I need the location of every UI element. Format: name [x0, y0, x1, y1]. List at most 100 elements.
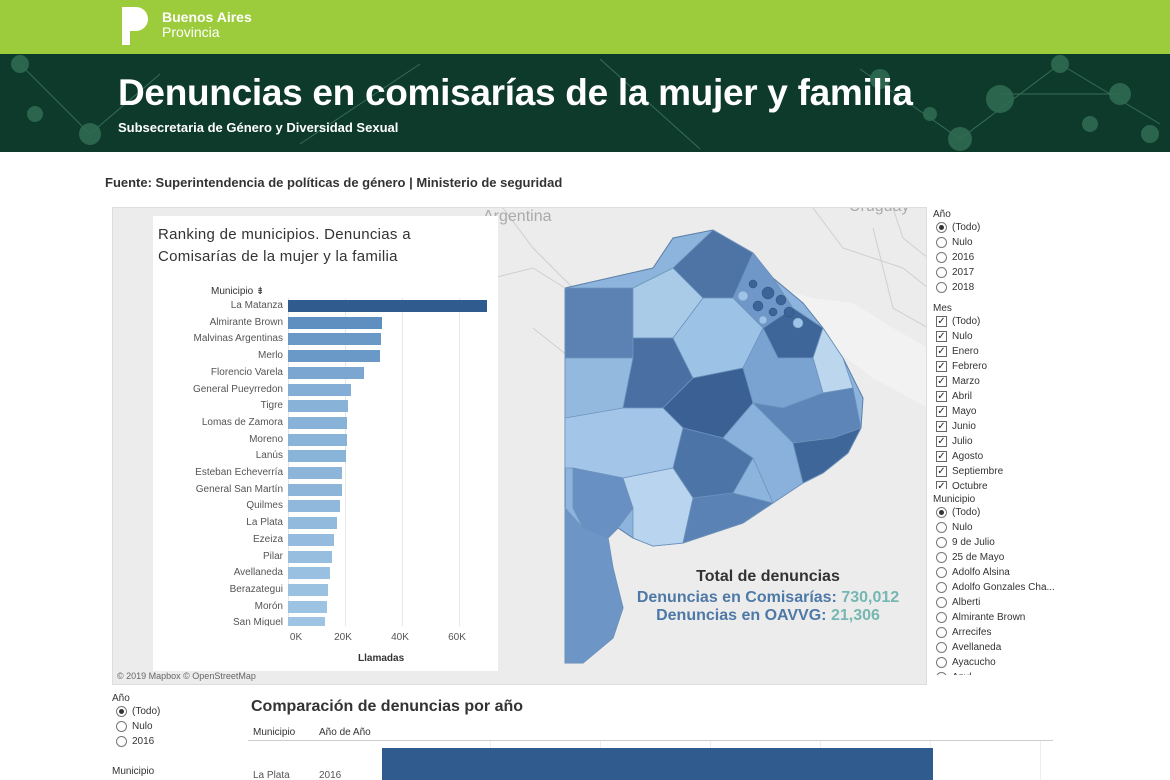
checkbox[interactable]: ✓	[936, 406, 947, 417]
background-map[interactable]	[113, 208, 927, 685]
ranking-bar[interactable]	[288, 533, 334, 546]
checkbox[interactable]: ✓	[936, 316, 947, 327]
mes-option[interactable]: ✓ Junio	[933, 419, 1063, 434]
ranking-bar[interactable]	[288, 333, 381, 346]
ranking-bar[interactable]	[288, 517, 338, 530]
ranking-row[interactable]: Esteban Echeverría	[153, 465, 498, 482]
ranking-bar[interactable]	[288, 400, 348, 413]
ranking-row[interactable]: Moreno	[153, 432, 498, 449]
mes-option[interactable]: ✓ Octubre	[933, 479, 1063, 489]
ranking-row[interactable]: Tigre	[153, 398, 498, 415]
checkbox[interactable]: ✓	[936, 391, 947, 402]
map-dashboard[interactable]: Argentina Uruguay © 2019 Mapbox © OpenSt…	[112, 207, 927, 685]
mes-option[interactable]: ✓ Mayo	[933, 404, 1063, 419]
checkbox[interactable]: ✓	[936, 421, 947, 432]
radio-button[interactable]	[936, 537, 947, 548]
ranking-bar[interactable]	[288, 467, 343, 479]
radio-button[interactable]	[116, 736, 127, 747]
ranking-row[interactable]: General Pueyrredon	[153, 382, 498, 399]
municipio-option[interactable]: Azul	[933, 670, 1063, 675]
radio-button[interactable]	[936, 267, 947, 278]
ranking-row[interactable]: Lomas de Zamora	[153, 415, 498, 432]
radio-button[interactable]	[936, 522, 947, 533]
radio-button[interactable]	[936, 282, 947, 293]
checkbox[interactable]: ✓	[936, 346, 947, 357]
municipio-option[interactable]: Arrecifes	[933, 625, 1063, 640]
ranking-row[interactable]: Ezeiza	[153, 532, 498, 549]
anio-option[interactable]: Nulo	[933, 235, 1063, 250]
ranking-bar[interactable]	[288, 567, 330, 580]
radio-button[interactable]	[936, 657, 947, 668]
radio-button[interactable]	[936, 597, 947, 608]
mes-option[interactable]: ✓ Nulo	[933, 329, 1063, 344]
mes-option[interactable]: ✓ Febrero	[933, 359, 1063, 374]
anio-option[interactable]: 2018	[933, 280, 1063, 295]
radio-button[interactable]	[936, 627, 947, 638]
map-attribution[interactable]: © 2019 Mapbox © OpenStreetMap	[117, 671, 256, 681]
province-choropleth[interactable]	[564, 229, 864, 664]
ranking-row[interactable]: Quilmes	[153, 498, 498, 515]
comparison-bar[interactable]	[382, 748, 933, 780]
radio-button[interactable]	[116, 721, 127, 732]
radio-button[interactable]	[936, 552, 947, 563]
municipio-option[interactable]: Alberti	[933, 595, 1063, 610]
ranking-bar[interactable]	[288, 316, 383, 329]
ranking-row[interactable]: Merlo	[153, 348, 498, 365]
ranking-row[interactable]: Malvinas Argentinas	[153, 331, 498, 348]
anio-option[interactable]: 2016	[933, 250, 1063, 265]
sort-icon[interactable]: ⇟	[256, 286, 265, 297]
ranking-bar[interactable]	[288, 300, 487, 312]
ranking-bar[interactable]	[288, 433, 347, 446]
municipio-option[interactable]: Almirante Brown	[933, 610, 1063, 625]
bottom-anio-filter[interactable]: (Todo) Nulo 2016 2017	[112, 704, 160, 750]
ranking-row[interactable]: Avellaneda	[153, 565, 498, 582]
ranking-row[interactable]: San Miguel	[153, 615, 498, 626]
ranking-row[interactable]: Morón	[153, 599, 498, 616]
bottom-anio-option[interactable]: 2016	[112, 734, 160, 749]
anio-option[interactable]: 2017	[933, 265, 1063, 280]
ranking-bar[interactable]	[288, 483, 342, 496]
mes-option[interactable]: ✓ Enero	[933, 344, 1063, 359]
radio-button[interactable]	[936, 642, 947, 653]
mes-option[interactable]: ✓ Julio	[933, 434, 1063, 449]
ranking-bar[interactable]	[288, 416, 348, 429]
ranking-row[interactable]: Pilar	[153, 549, 498, 566]
radio-button[interactable]	[936, 252, 947, 263]
ranking-row[interactable]: La Plata	[153, 515, 498, 532]
mes-option[interactable]: ✓ Agosto	[933, 449, 1063, 464]
ranking-bar[interactable]	[288, 350, 380, 363]
municipio-option[interactable]: Adolfo Gonzales Cha...	[933, 580, 1063, 595]
municipio-option[interactable]: Nulo	[933, 520, 1063, 535]
ranking-bar[interactable]	[288, 450, 346, 463]
ranking-row[interactable]: Florencio Varela	[153, 365, 498, 382]
municipio-option[interactable]: (Todo)	[933, 505, 1063, 520]
ranking-row[interactable]: La Matanza	[153, 298, 498, 315]
checkbox[interactable]: ✓	[936, 466, 947, 477]
ranking-row[interactable]: Berazategui	[153, 582, 498, 599]
checkbox[interactable]: ✓	[936, 361, 947, 372]
ranking-bar[interactable]	[288, 383, 351, 396]
mes-option[interactable]: ✓ Septiembre	[933, 464, 1063, 479]
checkbox[interactable]: ✓	[936, 451, 947, 462]
municipio-option[interactable]: Adolfo Alsina	[933, 565, 1063, 580]
checkbox[interactable]: ✓	[936, 331, 947, 342]
ranking-row[interactable]: General San Martín	[153, 482, 498, 499]
ranking-row[interactable]: Lanús	[153, 448, 498, 465]
municipio-option[interactable]: Ayacucho	[933, 655, 1063, 670]
municipio-option[interactable]: 25 de Mayo	[933, 550, 1063, 565]
filter-municipio[interactable]: (Todo) Nulo 9 de Julio 25 de Mayo Adolfo Als…	[933, 505, 1063, 675]
mes-option[interactable]: ✓ Marzo	[933, 374, 1063, 389]
municipio-option[interactable]: 9 de Julio	[933, 535, 1063, 550]
mes-option[interactable]: ✓ (Todo)	[933, 314, 1063, 329]
ranking-bar[interactable]	[288, 366, 364, 379]
radio-button[interactable]	[936, 582, 947, 593]
radio-button[interactable]	[936, 567, 947, 578]
radio-button[interactable]	[936, 612, 947, 623]
ranking-bar[interactable]	[288, 617, 325, 626]
checkbox[interactable]: ✓	[936, 481, 947, 489]
bottom-anio-option[interactable]: (Todo)	[112, 704, 160, 719]
col-municipio-header[interactable]: Municipio	[253, 727, 296, 738]
ranking-bar[interactable]	[288, 500, 340, 513]
radio-button[interactable]	[936, 672, 947, 675]
anio-option[interactable]: (Todo)	[933, 220, 1063, 235]
